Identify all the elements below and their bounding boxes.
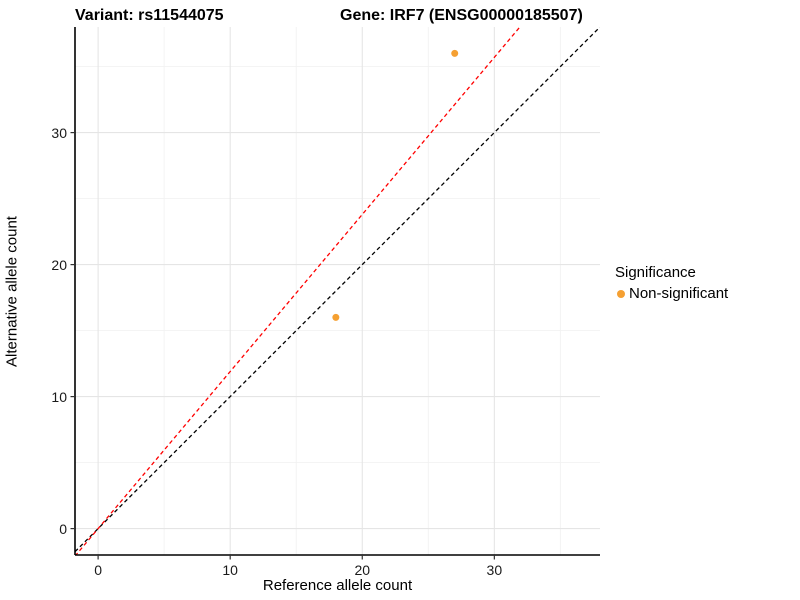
y-tick-label: 30 xyxy=(51,124,67,141)
y-tick-label: 0 xyxy=(59,520,67,537)
x-tick-label: 10 xyxy=(222,562,238,578)
identity-line xyxy=(75,27,600,553)
y-tick-label: 10 xyxy=(51,388,67,405)
gene-title: Gene: IRF7 (ENSG00000185507) xyxy=(340,7,583,24)
legend-item-label: Non-significant xyxy=(629,285,729,302)
x-tick-label: 20 xyxy=(354,562,371,578)
y-tick-label: 20 xyxy=(51,256,67,273)
data-point xyxy=(332,313,340,321)
legend: Significance Non-significant xyxy=(615,264,728,302)
x-axis-title: Reference allele count xyxy=(262,577,413,594)
legend-title: Significance xyxy=(615,264,696,281)
variant-title: Variant: rs11544075 xyxy=(75,7,224,24)
y-axis-title: Alternative allele count xyxy=(3,216,21,367)
x-tick-label: 0 xyxy=(94,562,102,578)
expected-ratio-line xyxy=(75,27,521,555)
legend-point-icon xyxy=(617,289,625,298)
data-point xyxy=(451,49,459,57)
x-tick-label: 30 xyxy=(486,562,503,578)
legend-item-non-significant: Non-significant xyxy=(615,285,728,302)
